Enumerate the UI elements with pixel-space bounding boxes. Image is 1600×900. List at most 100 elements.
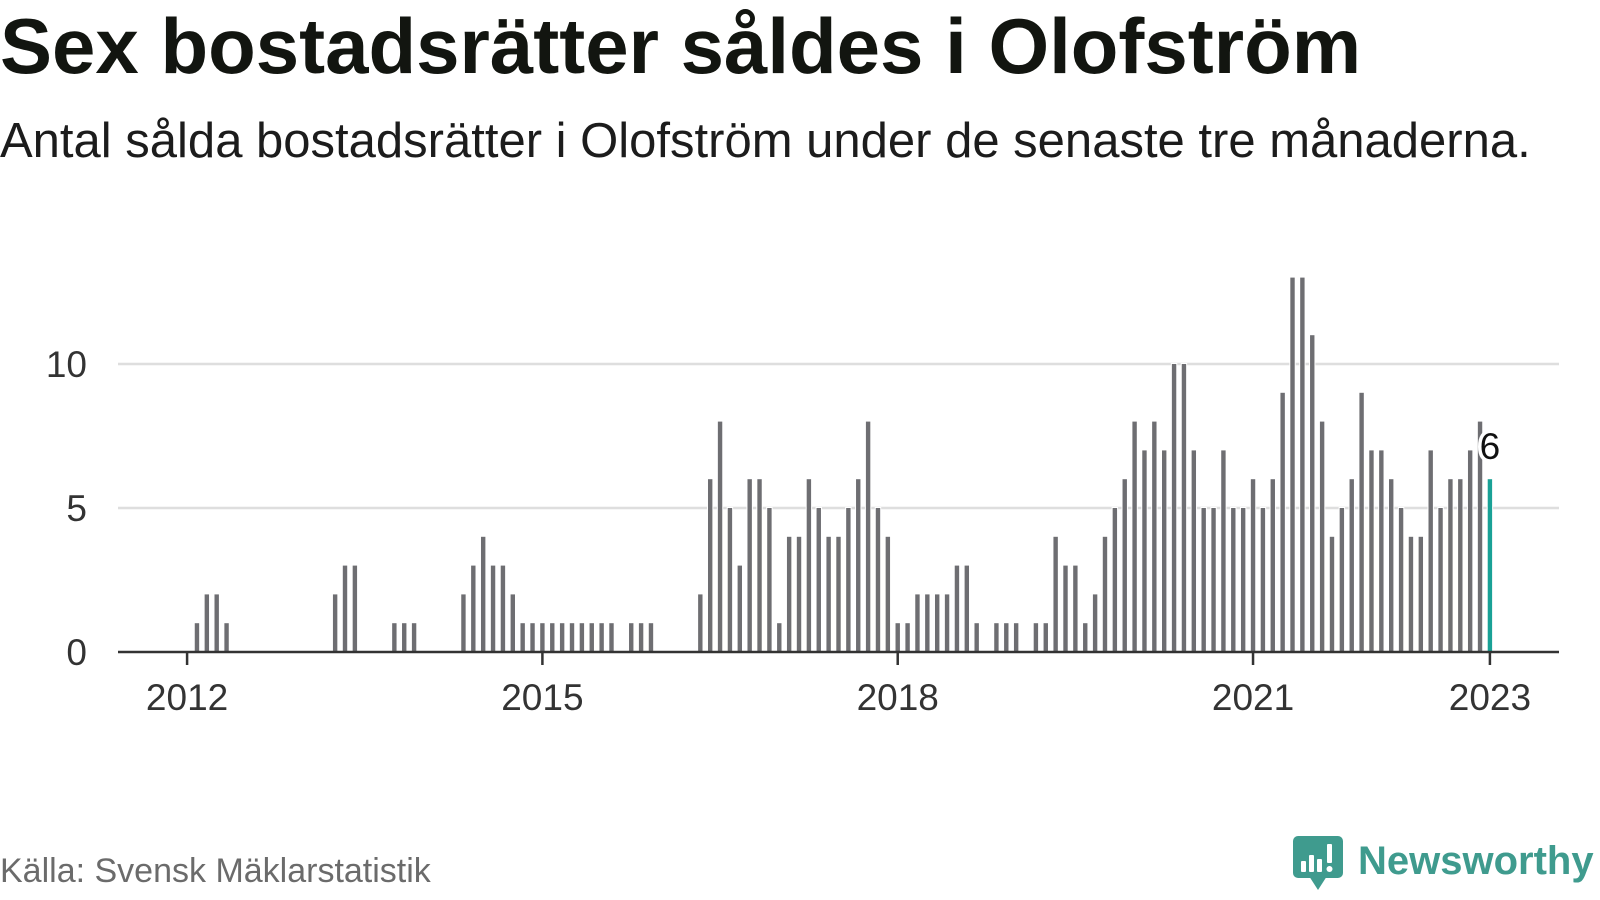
bar: [795, 535, 803, 653]
bar: [1447, 478, 1454, 653]
bar: [637, 622, 645, 654]
bar: [1012, 622, 1020, 654]
bar: [1220, 449, 1227, 653]
bar: [973, 622, 980, 654]
bar: [628, 622, 635, 654]
x-tick-label: 2023: [1449, 677, 1531, 718]
bar: [1190, 449, 1198, 653]
chart-labels: 0 5 10 2012 2015 2018 2021 2023 6: [46, 344, 1531, 718]
chart-title: Sex bostadsrätter såldes i Olofström: [0, 2, 1362, 90]
bar: [410, 622, 418, 654]
bar: [529, 622, 536, 654]
bar: [647, 622, 655, 654]
logo-exclamation-bar: [1327, 844, 1332, 863]
bar: [341, 564, 349, 654]
bar: [1062, 564, 1069, 654]
bar: [499, 564, 507, 654]
bar: [1131, 420, 1138, 653]
bar: [943, 593, 951, 653]
bar: [805, 478, 813, 653]
bar: [1170, 363, 1178, 653]
y-tick-label: 0: [66, 632, 87, 673]
bar: [1151, 420, 1158, 653]
bar: [785, 535, 793, 653]
bar: [1052, 535, 1059, 653]
x-tick-label: 2018: [857, 677, 939, 718]
chart-subtitle: Antal sålda bostadsrätter i Olofström un…: [0, 114, 1531, 168]
bar: [993, 622, 1000, 654]
bar: [519, 622, 526, 654]
logo-bar: [1301, 861, 1306, 872]
bar: [539, 622, 546, 654]
bar-chart-svg: 0 5 10 2012 2015 2018 2021 2023 6: [46, 276, 1559, 718]
bar: [1230, 507, 1237, 653]
bar: [1417, 535, 1425, 653]
bar: [825, 535, 832, 653]
logo-bar: [1309, 855, 1314, 872]
bar: [933, 593, 941, 653]
bar: [1259, 507, 1267, 653]
bar: [391, 622, 398, 654]
bar: [588, 622, 595, 654]
bar: [756, 478, 763, 653]
bar: [924, 593, 931, 653]
bar: [1407, 535, 1415, 653]
bar: [1269, 478, 1276, 653]
bar: [1299, 276, 1306, 653]
bar: [1427, 449, 1434, 653]
bar: [1249, 478, 1257, 653]
bar: [746, 478, 753, 653]
bar: [1121, 478, 1128, 653]
bar: [1437, 507, 1444, 653]
bar: [904, 622, 911, 654]
bar: [1141, 449, 1148, 653]
bar: [470, 564, 477, 654]
logo-exclamation-dot: [1326, 866, 1333, 872]
bar: [815, 507, 822, 653]
bar: [1388, 478, 1395, 653]
bar: [1328, 535, 1336, 653]
bar: [864, 420, 872, 653]
bar: [1397, 507, 1405, 653]
gridlines: [118, 362, 1559, 510]
bar: [855, 478, 862, 653]
bar: [914, 593, 921, 653]
bar: [351, 564, 359, 654]
bar: [845, 507, 852, 653]
bar: [1466, 449, 1474, 653]
bar: [776, 622, 783, 654]
logo-bars: [1301, 844, 1333, 872]
logo-bubble-tail: [1309, 876, 1327, 890]
newsworthy-logo-icon: [1293, 836, 1343, 890]
logo-bar: [1317, 859, 1322, 872]
bar: [203, 593, 211, 653]
x-tick-label: 2015: [501, 677, 583, 718]
bar: [716, 420, 724, 653]
bar: [479, 535, 487, 653]
bar: [706, 478, 714, 653]
bar: [608, 622, 615, 654]
bar: [1279, 391, 1286, 654]
bar: [835, 535, 842, 653]
bar: [963, 564, 971, 654]
bar: [894, 622, 901, 654]
bar: [223, 622, 230, 654]
bar: [1003, 622, 1010, 654]
bar: [1091, 593, 1099, 653]
bar: [1378, 449, 1385, 653]
bar: [331, 593, 339, 653]
bar: [568, 622, 576, 654]
x-tick-label: 2021: [1212, 677, 1294, 718]
bar: [213, 593, 220, 653]
bar: [1358, 391, 1365, 654]
bar: [489, 564, 497, 654]
y-tick-label: 5: [66, 488, 87, 529]
bar: [549, 622, 556, 654]
bar: [1111, 507, 1119, 653]
bar: [874, 507, 882, 653]
bar: [1200, 507, 1207, 653]
x-axis: [118, 650, 1559, 665]
bar: [766, 507, 773, 653]
bar: [697, 593, 704, 653]
bar: [558, 622, 566, 654]
